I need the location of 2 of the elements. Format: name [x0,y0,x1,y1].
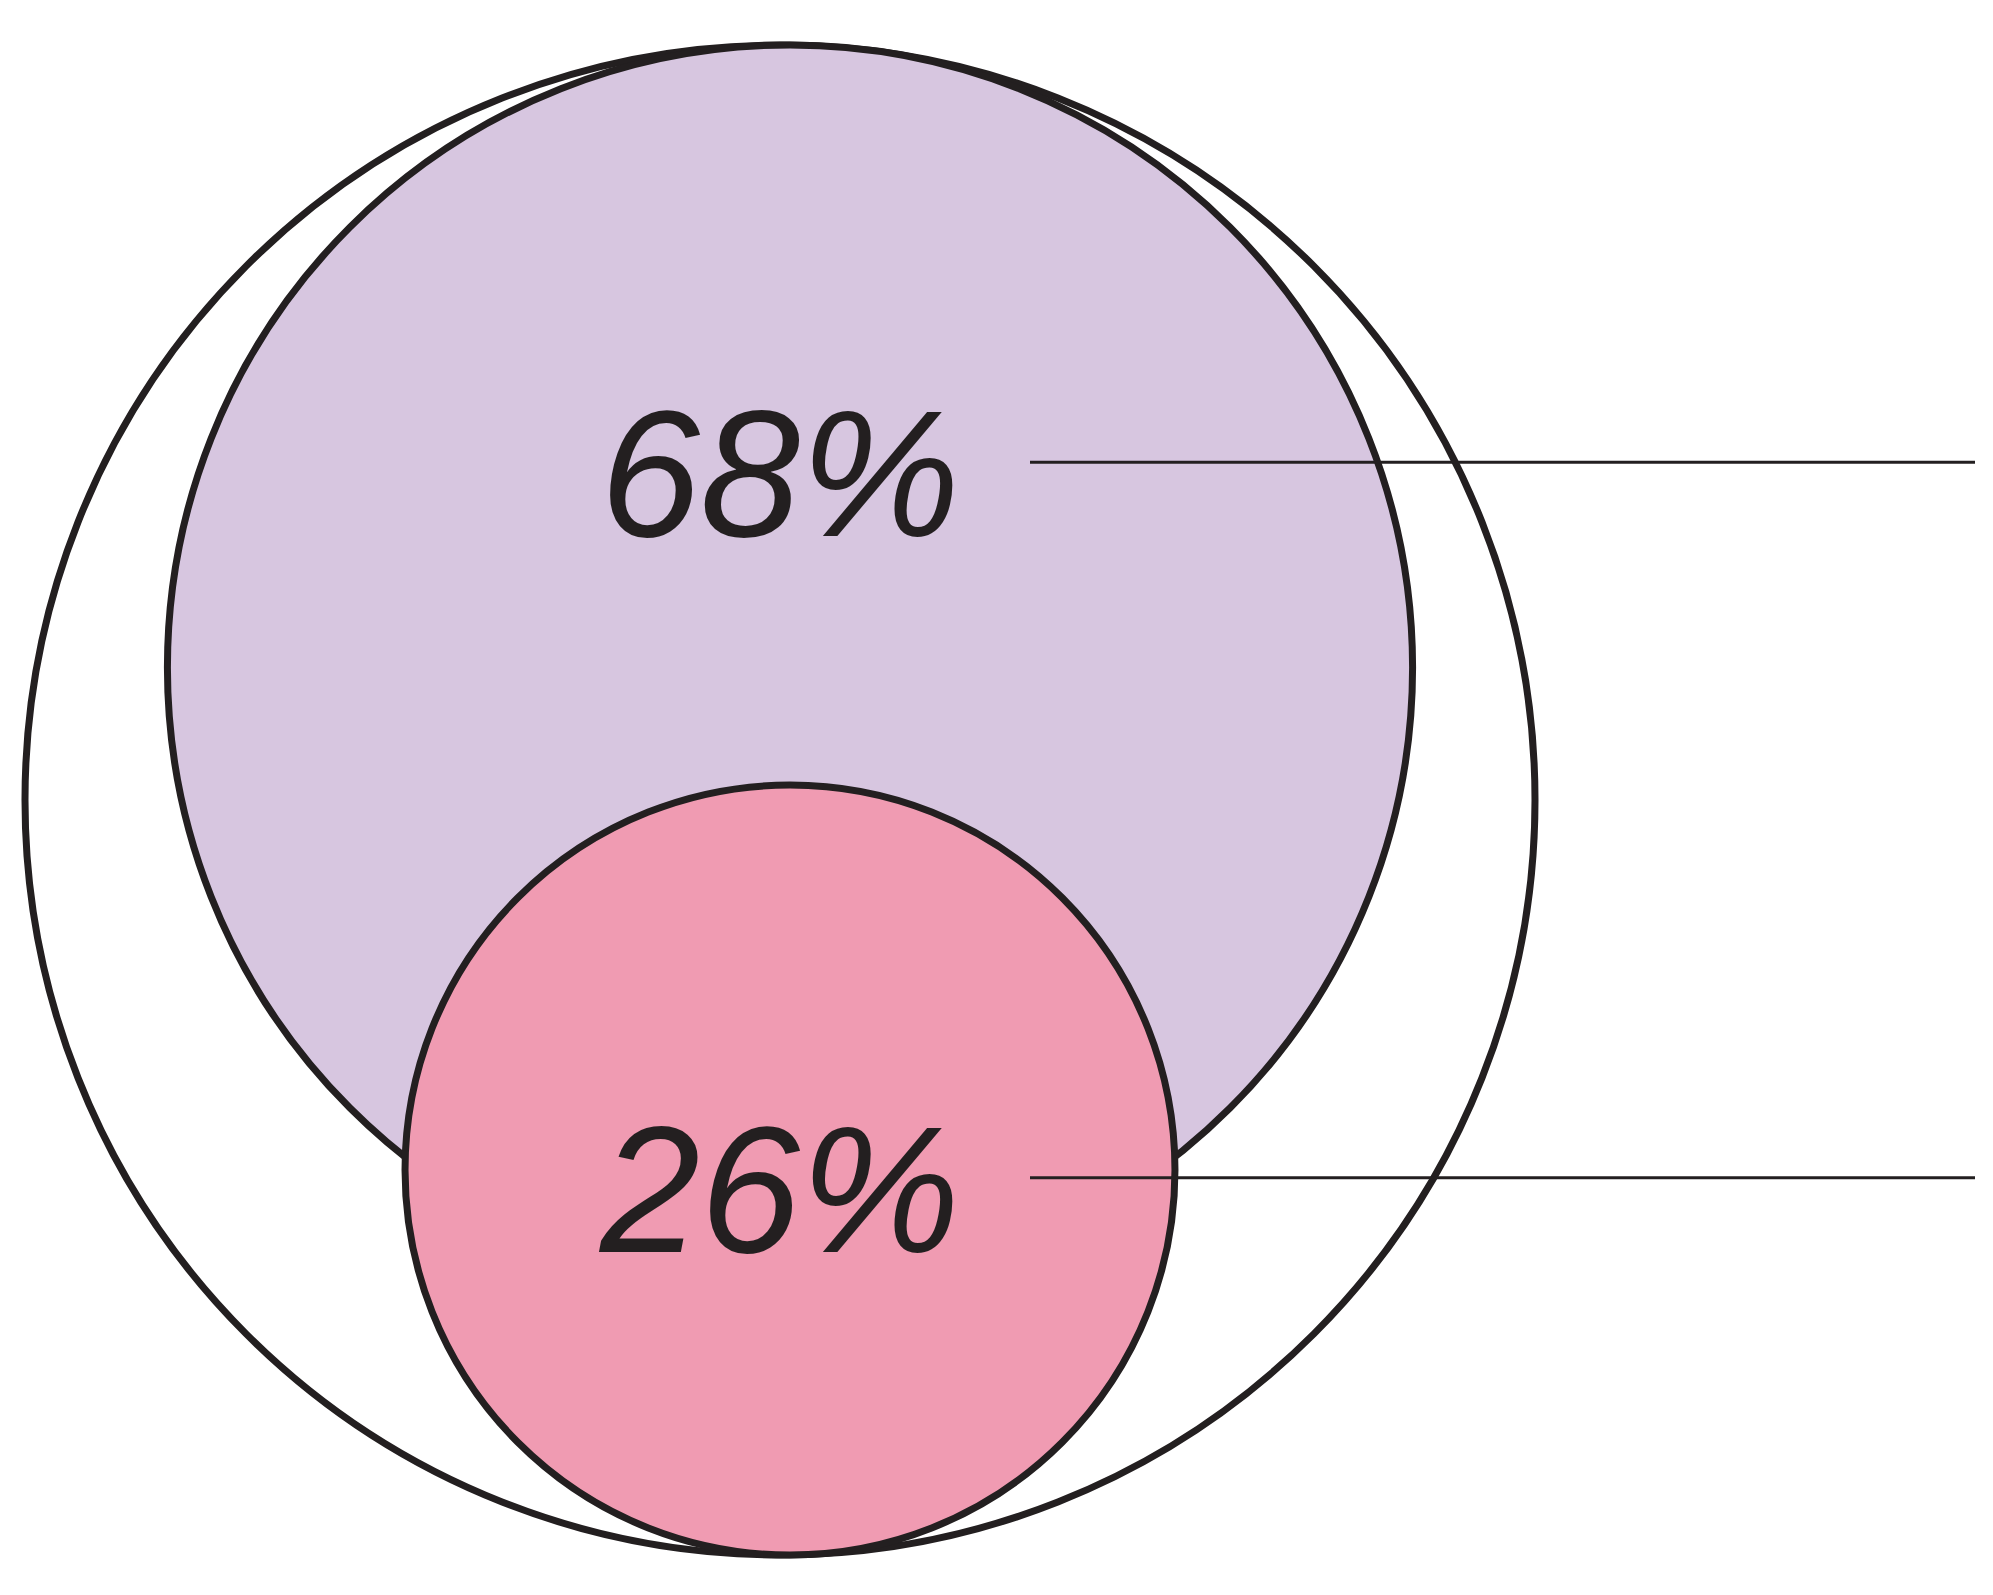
data-label: 26% [597,1088,961,1290]
data-label: 68% [599,373,961,575]
